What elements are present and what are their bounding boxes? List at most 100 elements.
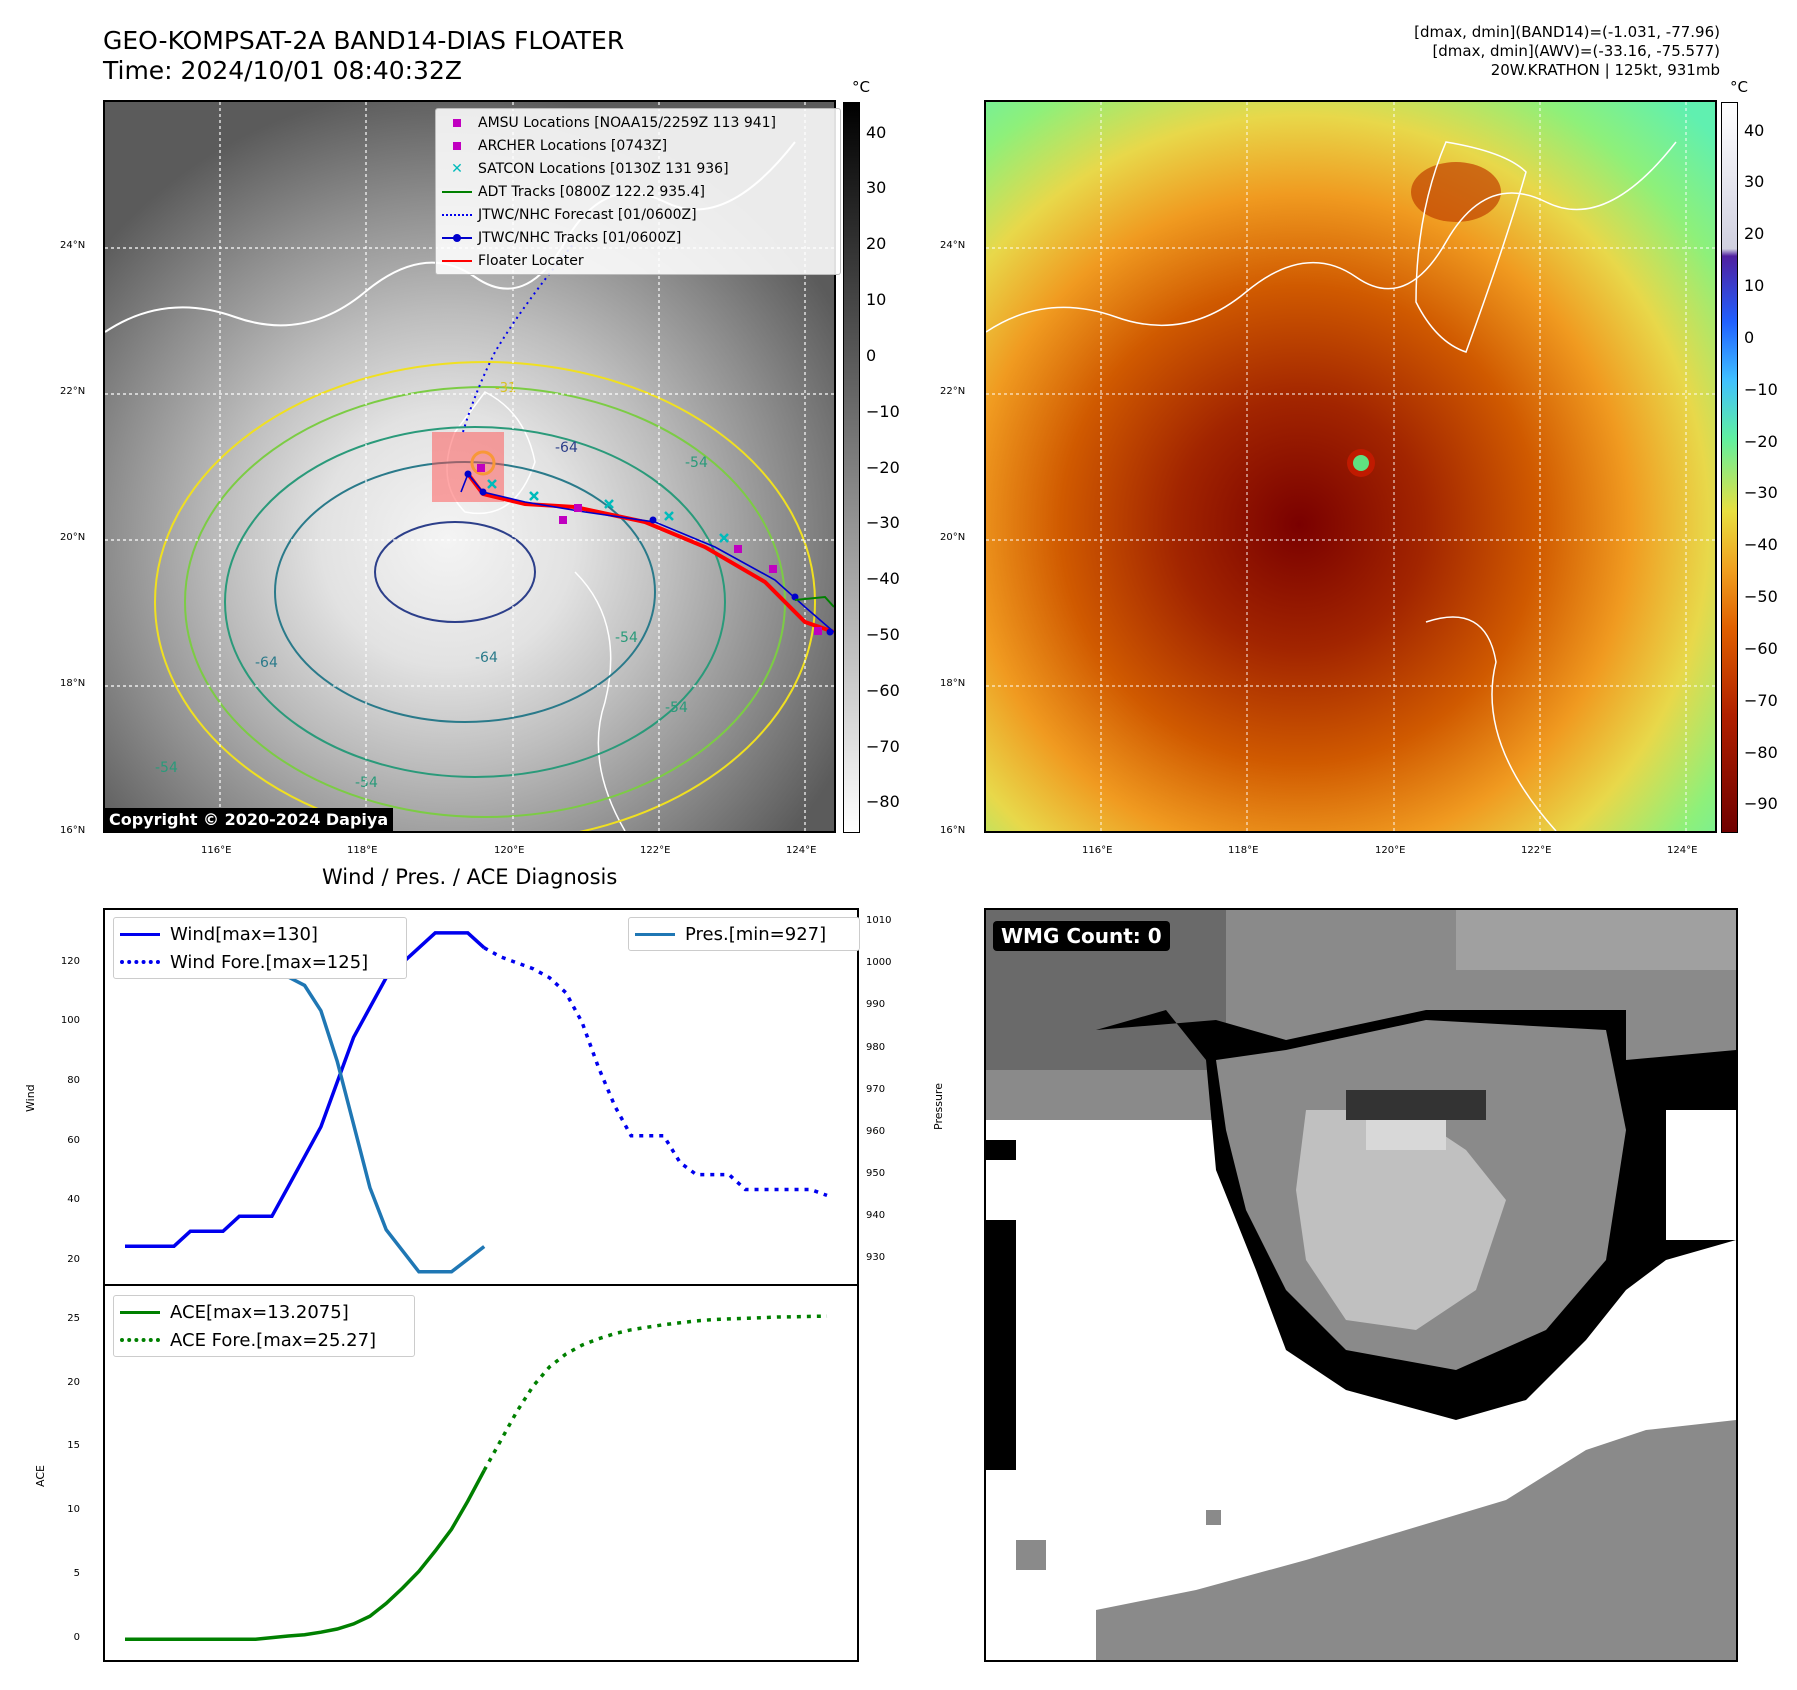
legend-label: ADT Tracks [0800Z 122.2 935.4] [478,183,705,200]
legend-label: JTWC/NHC Forecast [01/0600Z] [478,206,697,223]
lon-label: 122°E [1521,845,1552,856]
wmg-svg [986,910,1736,1660]
awv-coastline-taiwan [1415,141,1527,353]
coastline-luzon [574,571,626,831]
legend-item-wind: Wind[max=130] [120,920,400,948]
y-tick-label: 20 [67,1254,80,1266]
wind-legend: Wind[max=130] Wind Fore.[max=125] [113,917,407,979]
legend-label: ARCHER Locations [0743Z] [478,137,668,154]
colorbar-tick-label: −10 [866,401,900,421]
figure-title-line1: GEO-KOMPSAT-2A BAND14-DIAS FLOATER [103,26,625,55]
contour-label: -54 [615,630,638,646]
floater-track [466,472,834,634]
y-tick-label: 40 [67,1194,80,1206]
satcon-marker-icon: ✕ [451,160,463,177]
lat-label: 22°N [940,386,966,397]
y-tick-label: 960 [866,1125,886,1137]
y-tick-label: 1010 [866,915,892,927]
colorbar-tick-label: 10 [866,290,887,310]
legend-label: Wind Fore.[max=125] [170,951,369,973]
lat-label: 18°N [940,678,966,689]
colorbar-tick-label: −60 [866,680,900,700]
lon-label: 118°E [347,845,378,856]
lat-label: 20°N [60,532,86,543]
lat-label: 24°N [940,240,966,251]
y-tick-label: 930 [866,1252,886,1264]
legend-item-amsu: AMSU Locations [NOAA15/2259Z 113 941] [442,111,834,134]
legend-label: Wind[max=130] [170,923,318,945]
lat-label: 16°N [940,825,966,836]
y-tick-label: 15 [67,1440,80,1452]
colorbar-tick-label: −80 [1744,742,1778,762]
legend-label: ACE[max=13.2075] [170,1301,349,1323]
wmg-grey-bottom [1096,1420,1736,1660]
wmg-grey-speck [1016,1540,1046,1570]
adt-track [794,595,834,608]
colorbar-tick-label: 0 [1744,327,1755,347]
colorbar-unit: °C [852,78,870,96]
awv-gridlines [986,102,1715,831]
awv-coastline-china [986,141,1677,333]
ace-y-label: ACE [34,1465,47,1487]
wind-line [401,931,486,965]
lat-label: 16°N [60,825,86,836]
legend-item-floater: Floater Locater [442,249,834,272]
map-legend: AMSU Locations [NOAA15/2259Z 113 941] AR… [435,108,841,275]
best-track [460,472,834,633]
legend-item-forecast: JTWC/NHC Forecast [01/0600Z] [442,203,834,226]
contour-label: -64 [255,655,278,671]
ace-fore-line-icon [120,1338,160,1342]
awv-map-panel [984,100,1717,833]
lon-label: 124°E [1667,845,1698,856]
track-line-icon [442,233,472,243]
colorbar-tick-label: −90 [1744,794,1778,814]
y-tick-label: 100 [60,1015,80,1027]
copyright-label: Copyright © 2020-2024 Dapiya [104,808,394,831]
y-tick-label: 940 [866,1210,886,1222]
figure-title-line2: Time: 2024/10/01 08:40:32Z [103,56,462,85]
lon-label: 116°E [201,845,232,856]
pressure-line-icon [635,932,675,936]
colorbar-tick-label: 40 [1744,120,1765,140]
wind-line-icon [120,932,160,936]
ace-legend: ACE[max=13.2075] ACE Fore.[max=25.27] [113,1295,415,1357]
colorbar-tick-label: −40 [1744,535,1778,555]
legend-item-adt: ADT Tracks [0800Z 122.2 935.4] [442,180,834,203]
amsu-marker-icon [442,115,472,131]
wmg-eye-dark-band [1346,1090,1486,1120]
y-tick-label: 990 [866,999,886,1011]
y-tick-label: 950 [866,1167,886,1179]
wmg-white-notch [986,1160,1016,1220]
colorbar-unit: °C [1730,78,1748,96]
contour-label: -31 [495,381,516,396]
ace-forecast-line [482,1314,828,1472]
contour-label: -54 [685,455,708,471]
colorbar-tick-label: −70 [866,736,900,756]
ace-line [125,1469,486,1641]
legend-item-tracks: JTWC/NHC Tracks [01/0600Z] [442,226,834,249]
legend-label: Floater Locater [478,252,584,269]
awv-eye [1353,455,1369,471]
wmg-grey-speck [1206,1510,1221,1525]
amsu-markers [477,464,822,635]
legend-item-archer: ARCHER Locations [0743Z] [442,134,834,157]
y-tick-label: 5 [73,1568,80,1580]
colorbar-tick-label: 30 [866,178,887,198]
forecast-line-icon [442,213,472,216]
lon-label: 122°E [640,845,671,856]
contour-label: -64 [555,440,578,456]
contour-yellow [154,361,816,831]
floater-box [432,432,504,502]
pressure-y-label: Pressure [932,1083,945,1130]
wind-y-label: Wind [24,1084,37,1112]
contour-navy [374,521,536,623]
lat-label: 24°N [60,240,86,251]
wind-fore-line-icon [120,960,160,964]
colorbar-tick-label: −70 [1744,690,1778,710]
colorbar-tick-label: −40 [866,569,900,589]
info-line-awv: [dmax, dmin](AWV)=(-33.16, -75.577) [1432,42,1720,60]
lat-label: 22°N [60,386,86,397]
y-tick-label: 25 [67,1312,80,1324]
wmg-count-badge: WMG Count: 0 [993,921,1170,951]
awv-coastline-luzon [1425,616,1557,831]
